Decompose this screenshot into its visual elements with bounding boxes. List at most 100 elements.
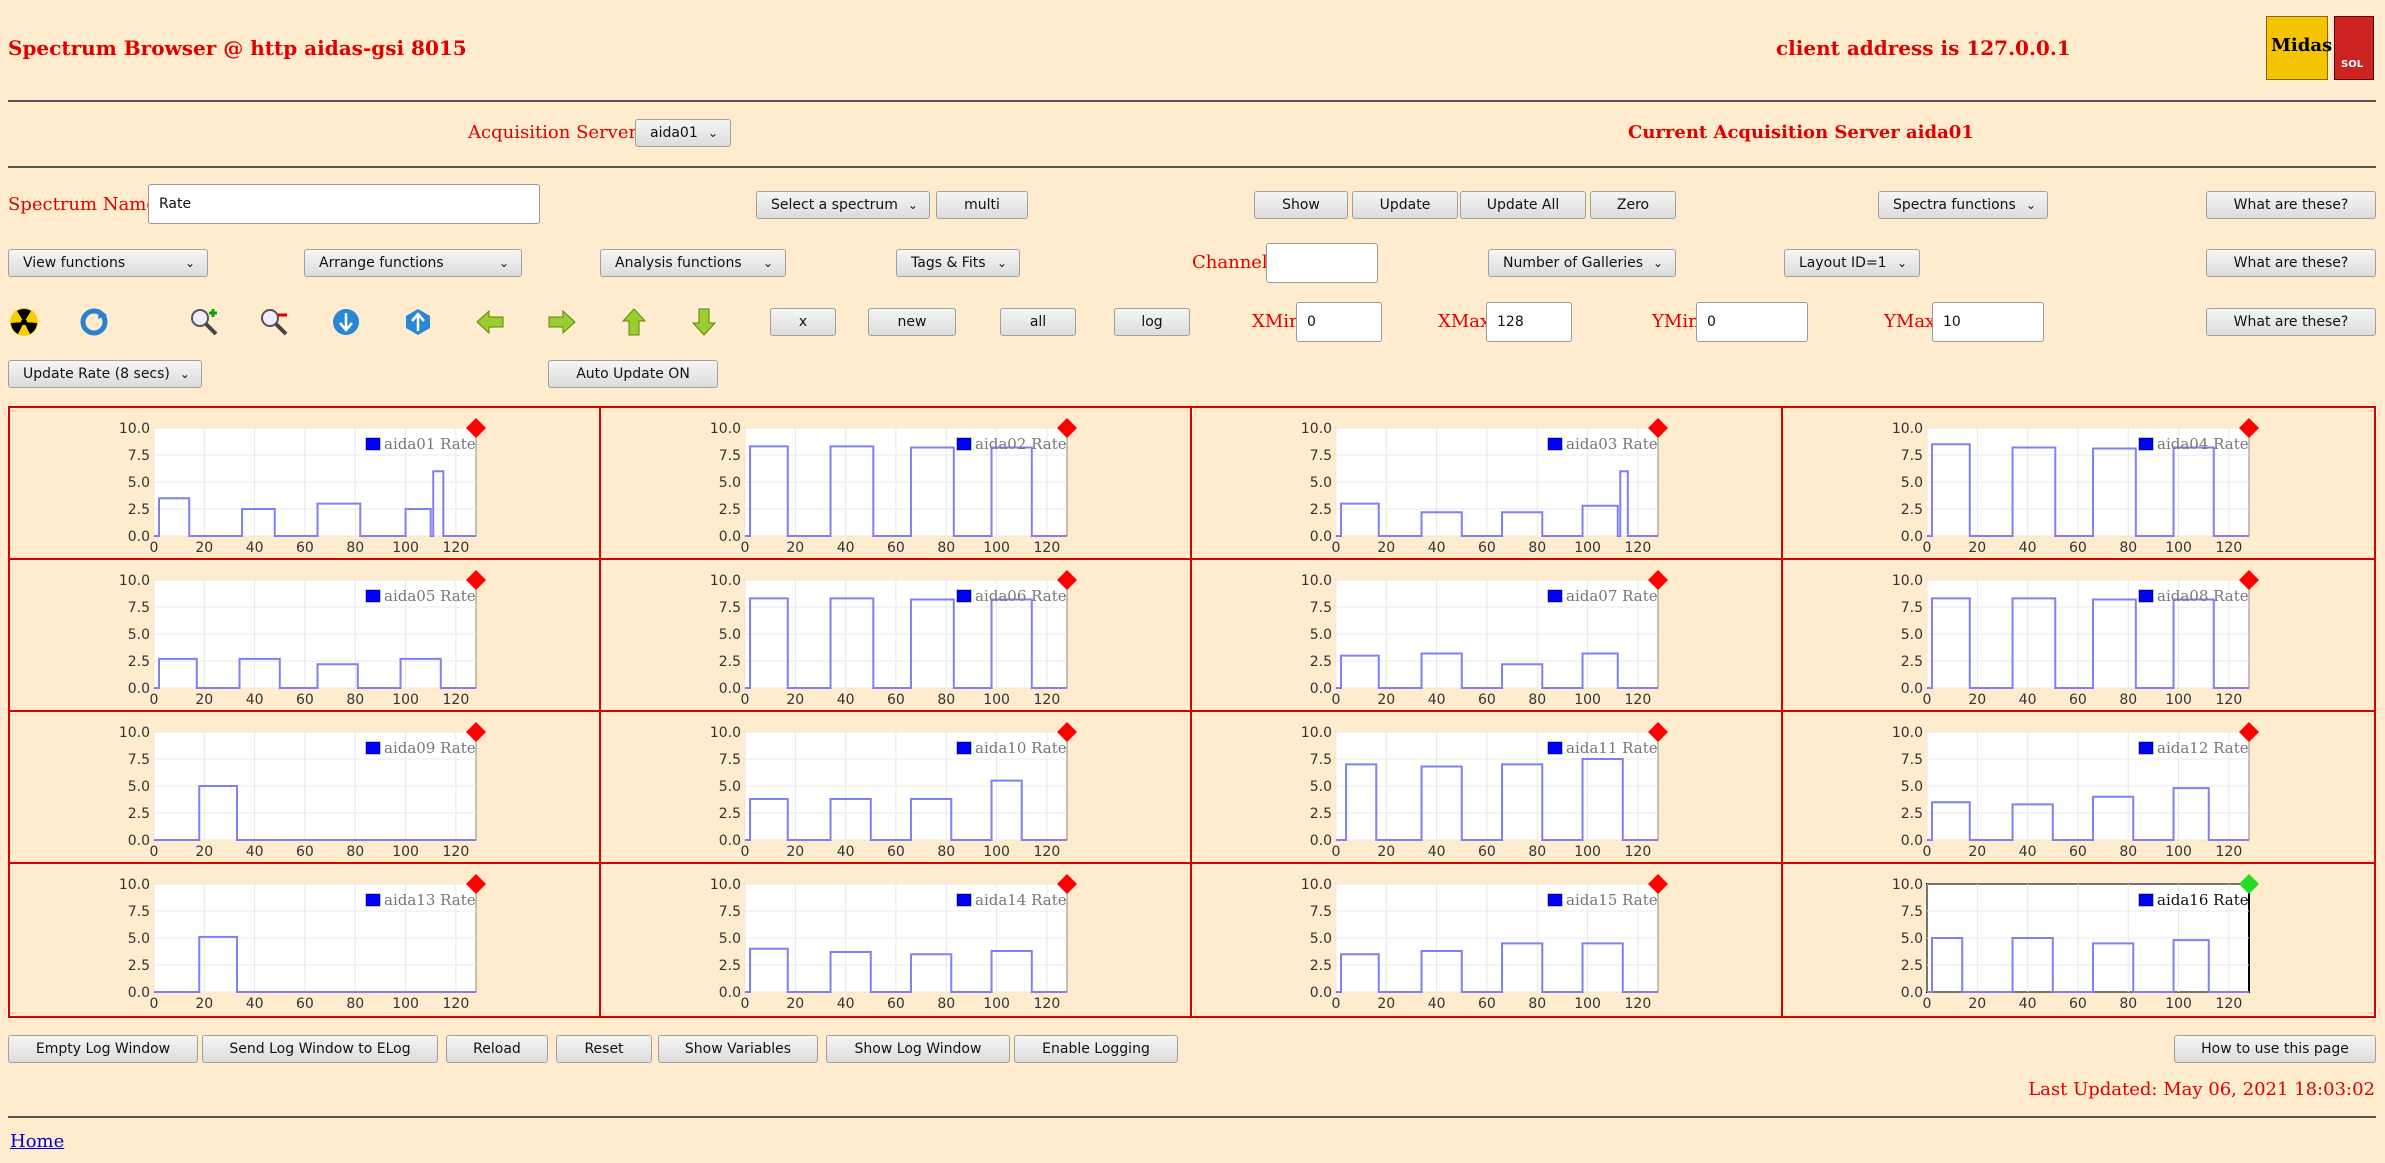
arrow-up-icon[interactable] xyxy=(618,306,650,338)
how-to-use-button[interactable]: How to use this page xyxy=(2174,1035,2376,1063)
x-tick-label: 80 xyxy=(2119,844,2137,860)
spectrum-panel[interactable]: 0 20 40 60 80 100 120 0.0 2.5 5.0 7.5 10.0 aida09 Ra… xyxy=(10,712,601,864)
spectrum-panel[interactable]: 0 20 40 60 80 100 120 0.0 2.5 5.0 7.5 10.0 aida03 Ra… xyxy=(1192,408,1783,560)
log-button[interactable]: log xyxy=(1114,308,1190,336)
x-tick-label: 40 xyxy=(1428,996,1446,1012)
analysis-functions-dropdown[interactable]: Analysis functions ⌄ xyxy=(600,249,786,277)
x-tick-label: 40 xyxy=(2019,996,2037,1012)
scroll-down-icon[interactable] xyxy=(330,306,362,338)
spectrum-name-input[interactable]: Rate xyxy=(148,184,540,224)
arrow-left-icon[interactable] xyxy=(474,306,506,338)
arrow-right-icon[interactable] xyxy=(546,306,578,338)
number-of-galleries-dropdown[interactable]: Number of Galleries ⌄ xyxy=(1488,249,1676,277)
status-diamond-icon[interactable] xyxy=(1057,418,1077,438)
spectrum-panel[interactable]: 0 20 40 60 80 100 120 0.0 2.5 5.0 7.5 10.0 aida13 Ra… xyxy=(10,864,601,1016)
status-diamond-icon[interactable] xyxy=(466,418,486,438)
ymin-input[interactable]: 0 xyxy=(1696,302,1808,342)
x-tick-label: 100 xyxy=(2165,844,2192,860)
status-diamond-icon[interactable] xyxy=(1648,874,1668,894)
update-all-button[interactable]: Update All xyxy=(1460,191,1586,219)
what-are-these-button-2[interactable]: What are these? xyxy=(2206,249,2376,277)
ymax-input[interactable]: 10 xyxy=(1932,302,2044,342)
spectrum-chart: 0 20 40 60 80 100 120 0.0 2.5 5.0 7.5 10.0 aida08 Ra… xyxy=(1892,570,2259,708)
y-tick-label: 7.5 xyxy=(128,448,150,464)
spectrum-panel[interactable]: 0 20 40 60 80 100 120 0.0 2.5 5.0 7.5 10.0 aida06 Ra… xyxy=(601,560,1192,712)
update-rate-dropdown[interactable]: Update Rate (8 secs) ⌄ xyxy=(8,360,202,388)
status-diamond-icon[interactable] xyxy=(1648,418,1668,438)
xmin-label: XMin xyxy=(1252,311,1301,332)
reload-button[interactable]: Reload xyxy=(446,1035,548,1063)
chevron-down-icon: ⌄ xyxy=(1653,256,1664,270)
divider xyxy=(8,1116,2376,1118)
status-diamond-icon[interactable] xyxy=(1648,570,1668,590)
new-button[interactable]: new xyxy=(868,308,956,336)
zero-button[interactable]: Zero xyxy=(1590,191,1676,219)
zoom-in-icon[interactable] xyxy=(188,306,220,338)
reset-button[interactable]: Reset xyxy=(556,1035,652,1063)
x-tick-label: 80 xyxy=(1528,996,1546,1012)
refresh-icon[interactable] xyxy=(78,306,110,338)
spectrum-chart: 0 20 40 60 80 100 120 0.0 2.5 5.0 7.5 10.0 aida14 Ra… xyxy=(710,874,1077,1012)
what-are-these-button-1[interactable]: What are these? xyxy=(2206,191,2376,219)
empty-log-window-button[interactable]: Empty Log Window xyxy=(8,1035,198,1063)
status-diamond-icon[interactable] xyxy=(2239,722,2259,742)
radiation-icon[interactable] xyxy=(8,306,40,338)
update-button[interactable]: Update xyxy=(1352,191,1458,219)
status-diamond-icon[interactable] xyxy=(2239,874,2259,894)
view-functions-dropdown[interactable]: View functions ⌄ xyxy=(8,249,208,277)
layout-id-dropdown[interactable]: Layout ID=1 ⌄ xyxy=(1784,249,1920,277)
what-are-these-button-3[interactable]: What are these? xyxy=(2206,308,2376,336)
spectrum-panel[interactable]: 0 20 40 60 80 100 120 0.0 2.5 5.0 7.5 10.0 aida14 Ra… xyxy=(601,864,1192,1016)
status-diamond-icon[interactable] xyxy=(2239,418,2259,438)
select-spectrum-dropdown[interactable]: Select a spectrum ⌄ xyxy=(756,191,930,219)
show-variables-button[interactable]: Show Variables xyxy=(658,1035,818,1063)
x-tick-label: 80 xyxy=(1528,540,1546,556)
status-diamond-icon[interactable] xyxy=(1057,570,1077,590)
spectra-functions-dropdown[interactable]: Spectra functions ⌄ xyxy=(1878,191,2048,219)
multi-button[interactable]: multi xyxy=(936,191,1028,219)
auto-update-button[interactable]: Auto Update ON xyxy=(548,360,718,388)
tags-fits-dropdown[interactable]: Tags & Fits ⌄ xyxy=(896,249,1020,277)
y-tick-label: 5.0 xyxy=(1310,475,1332,491)
spectrum-panel[interactable]: 0 20 40 60 80 100 120 0.0 2.5 5.0 7.5 10.0 aida04 Ra… xyxy=(1783,408,2374,560)
channel-input[interactable] xyxy=(1266,243,1378,283)
status-diamond-icon[interactable] xyxy=(1057,874,1077,894)
series-line xyxy=(745,779,1067,841)
x-tick-label: 60 xyxy=(887,996,905,1012)
show-button[interactable]: Show xyxy=(1254,191,1348,219)
y-tick-label: 2.5 xyxy=(128,654,150,670)
status-diamond-icon[interactable] xyxy=(1648,722,1668,742)
spectrum-panel[interactable]: 0 20 40 60 80 100 120 0.0 2.5 5.0 7.5 10.0 aida01 Ra… xyxy=(10,408,601,560)
spectrum-panel[interactable]: 0 20 40 60 80 100 120 0.0 2.5 5.0 7.5 10.0 aida11 Ra… xyxy=(1192,712,1783,864)
spectrum-panel[interactable]: 0 20 40 60 80 100 120 0.0 2.5 5.0 7.5 10.0 aida07 Ra… xyxy=(1192,560,1783,712)
spectrum-panel[interactable]: 0 20 40 60 80 100 120 0.0 2.5 5.0 7.5 10.0 aida15 Ra… xyxy=(1192,864,1783,1016)
status-diamond-icon[interactable] xyxy=(466,722,486,742)
status-diamond-icon[interactable] xyxy=(2239,570,2259,590)
xmax-input[interactable]: 128 xyxy=(1486,302,1572,342)
status-diamond-icon[interactable] xyxy=(466,874,486,894)
zoom-out-icon[interactable] xyxy=(258,306,290,338)
x-tick-label: 60 xyxy=(296,844,314,860)
send-log-to-elog-button[interactable]: Send Log Window to ELog xyxy=(202,1035,438,1063)
x-tick-label: 120 xyxy=(2216,540,2243,556)
spectrum-panel[interactable]: 0 20 40 60 80 100 120 0.0 2.5 5.0 7.5 10.0 aida12 Ra… xyxy=(1783,712,2374,864)
x-button[interactable]: x xyxy=(770,308,836,336)
show-log-window-button[interactable]: Show Log Window xyxy=(826,1035,1010,1063)
scroll-up-icon[interactable] xyxy=(402,306,434,338)
spectrum-panel[interactable]: 0 20 40 60 80 100 120 0.0 2.5 5.0 7.5 10.0 aida10 Ra… xyxy=(601,712,1192,864)
arrow-down-icon[interactable] xyxy=(688,306,720,338)
xmin-input[interactable]: 0 xyxy=(1296,302,1382,342)
status-diamond-icon[interactable] xyxy=(466,570,486,590)
arrange-functions-dropdown[interactable]: Arrange functions ⌄ xyxy=(304,249,522,277)
spectrum-panel[interactable]: 0 20 40 60 80 100 120 0.0 2.5 5.0 7.5 10.0 aida08 Ra… xyxy=(1783,560,2374,712)
home-link[interactable]: Home xyxy=(10,1131,65,1152)
all-button[interactable]: all xyxy=(1000,308,1076,336)
status-diamond-icon[interactable] xyxy=(1057,722,1077,742)
spectrum-panel[interactable]: 0 20 40 60 80 100 120 0.0 2.5 5.0 7.5 10.0 aida16 Ra… xyxy=(1783,864,2374,1016)
acquisition-server-select[interactable]: aida01 ⌄ xyxy=(635,119,731,147)
spectrum-panel[interactable]: 0 20 40 60 80 100 120 0.0 2.5 5.0 7.5 10.0 aida05 Ra… xyxy=(10,560,601,712)
legend-swatch xyxy=(365,437,381,451)
enable-logging-button[interactable]: Enable Logging xyxy=(1014,1035,1178,1063)
y-tick-label: 0.0 xyxy=(1901,833,1923,849)
spectrum-panel[interactable]: 0 20 40 60 80 100 120 0.0 2.5 5.0 7.5 10.0 aida02 Ra… xyxy=(601,408,1192,560)
